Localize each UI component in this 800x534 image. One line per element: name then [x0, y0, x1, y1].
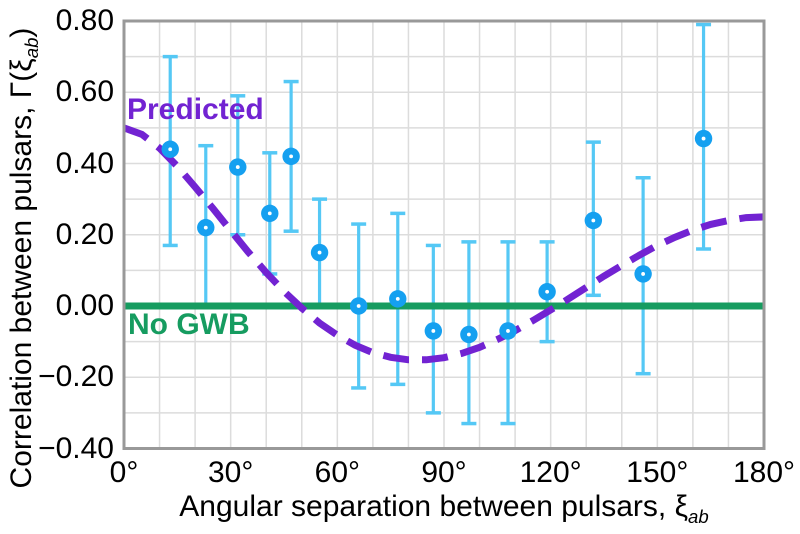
data-point-center-dot	[317, 250, 322, 255]
y-tick-label: 0.60	[55, 75, 114, 109]
data-point-center-dot	[591, 218, 596, 223]
x-tick-label: 150°	[626, 456, 689, 489]
data-point-center-dot	[466, 332, 471, 337]
x-axis-title-text: Angular separation between pulsars,	[179, 490, 675, 523]
data-point-center-dot	[641, 272, 646, 276]
predicted-curve	[122, 124, 765, 364]
plot-frame	[122, 19, 766, 450]
data-point-center-dot	[168, 147, 173, 152]
x-axis-title: Angular separation between pulsars, ξab	[124, 489, 764, 534]
y-axis-title-subscript: ab	[21, 37, 42, 59]
y-tick-label: 0.80	[55, 4, 114, 37]
x-tick-label: 120°	[519, 456, 582, 489]
y-tick-label: −0.20	[38, 360, 114, 394]
data-point-center-dot	[235, 165, 240, 169]
x-axis-title-subscript: ab	[688, 506, 709, 527]
x-axis-title-symbol: ξ	[674, 490, 689, 523]
data-point-center-dot	[267, 211, 272, 216]
data-point-center-dot	[203, 225, 208, 230]
data-point-center-dot	[431, 329, 436, 333]
y-tick-label: 0.40	[55, 146, 114, 180]
predicted-curve-label: Predicted	[127, 93, 264, 126]
y-tick-label: −0.40	[38, 431, 114, 465]
data-point-center-dot	[545, 289, 550, 294]
y-tick-label: 0.00	[55, 289, 114, 322]
data-point-center-dot	[506, 329, 510, 333]
x-tick-label: 60°	[314, 456, 361, 489]
y-tick-label: 0.20	[55, 217, 114, 251]
data-point-center-dot	[356, 304, 361, 308]
x-tick-label: 0°	[109, 456, 139, 489]
data-point-center-dot	[289, 154, 294, 159]
x-tick-label: 90°	[421, 456, 467, 489]
x-tick-label: 30°	[207, 456, 254, 489]
no-gwb-line-label: No GWB	[128, 308, 250, 341]
data-point-center-dot	[701, 136, 706, 141]
data-point-center-dot	[395, 296, 400, 301]
x-tick-label: 180°	[732, 456, 796, 489]
